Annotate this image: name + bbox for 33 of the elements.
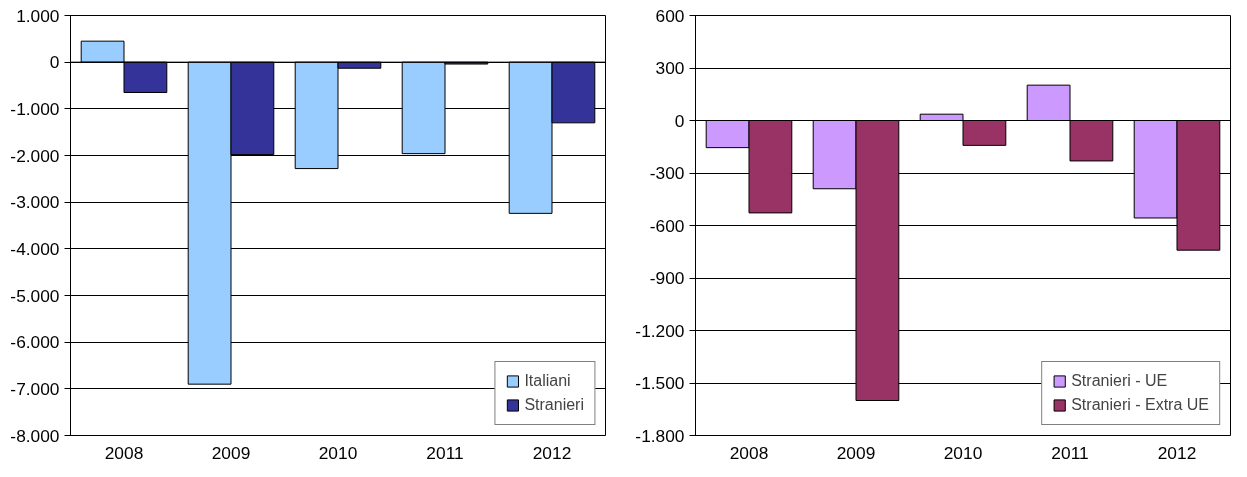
y-tick-label: -600 <box>649 215 685 236</box>
x-tick-label: 2009 <box>836 442 876 463</box>
y-tick-label: -1.200 <box>635 320 685 341</box>
y-tick-label: 0 <box>49 52 60 73</box>
y-tick-label: -900 <box>649 268 685 288</box>
x-tick-label: 2010 <box>318 442 358 463</box>
y-tick-label: -300 <box>649 163 685 183</box>
legend-label: Stranieri - UE <box>1071 372 1168 390</box>
x-tick-label: 2008 <box>729 442 769 463</box>
x-tick-label: 2008 <box>104 442 144 463</box>
x-tick-label: 2010 <box>943 442 983 463</box>
y-tick-label: -4.000 <box>10 238 60 259</box>
y-tick-label: -1.500 <box>635 373 685 393</box>
y-tick-label: 0 <box>674 110 685 131</box>
legend-label: Italiani <box>524 372 571 390</box>
y-tick-label: -3.000 <box>10 192 60 213</box>
y-tick-label: -5.000 <box>10 285 60 306</box>
y-tick-label: -8.000 <box>10 425 60 446</box>
x-tick-label: 2009 <box>211 442 251 463</box>
y-tick-label: -1.800 <box>635 425 685 446</box>
x-tick-label: 2012 <box>532 442 572 463</box>
y-tick-label: -6.000 <box>10 332 60 353</box>
x-tick-label: 2011 <box>426 442 464 463</box>
y-tick-label: 600 <box>655 5 685 26</box>
y-tick-label: 1.000 <box>16 5 60 26</box>
x-tick-label: 2011 <box>1051 442 1089 463</box>
x-tick-label: 2012 <box>1157 442 1197 463</box>
y-tick-label: -1.000 <box>10 98 60 119</box>
legend-label: Stranieri <box>524 396 584 414</box>
y-tick-label: 300 <box>655 58 685 78</box>
legend-label: Stranieri - Extra UE <box>1071 396 1209 414</box>
y-tick-label: -2.000 <box>10 145 60 166</box>
y-tick-label: -7.000 <box>10 378 60 399</box>
